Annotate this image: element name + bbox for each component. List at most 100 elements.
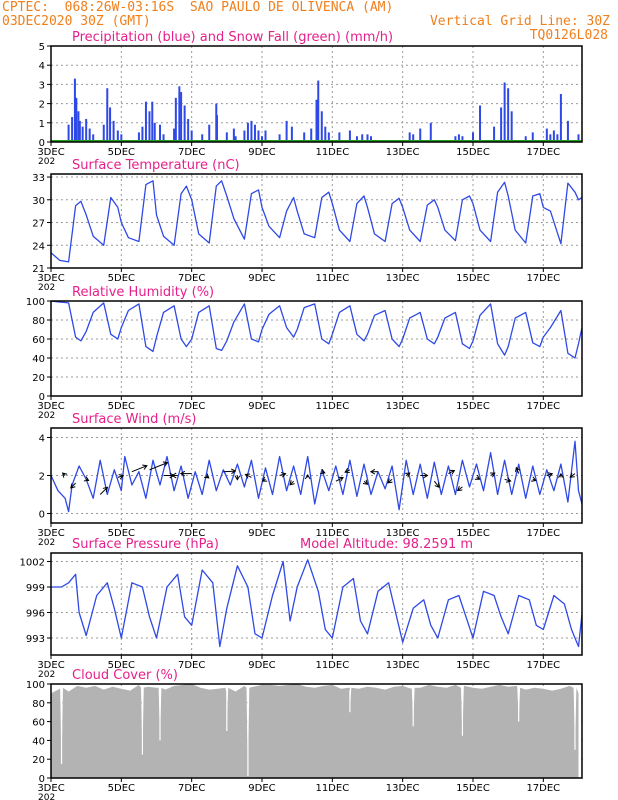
- precipitation-bar: [566, 120, 569, 142]
- humidity-xtick-label: 7DEC: [178, 401, 205, 412]
- wind-xtick-label: 13DEC: [386, 528, 420, 539]
- wind-vector-head: [234, 475, 241, 481]
- temperature-xtick-label: 3DEC: [37, 273, 64, 284]
- humidity-ytick-label: 60: [32, 335, 45, 346]
- temperature-line: [51, 180, 582, 263]
- precipitation-bar: [361, 134, 364, 142]
- precipitation-bar: [85, 118, 88, 142]
- cloud-cover-ytick-label: 20: [32, 755, 45, 766]
- wind-vector-shaft: [448, 470, 455, 475]
- header-code: TQ0126L028: [529, 28, 608, 43]
- wind-vector-head: [558, 472, 564, 479]
- temperature-ytick-label: 21: [32, 264, 45, 275]
- wind-vector: [61, 472, 68, 478]
- wind-vector: [420, 472, 429, 479]
- wind-xtick-label: 5DEC: [108, 528, 135, 539]
- wind-vector-head: [171, 472, 177, 479]
- wind-vector-head: [423, 472, 429, 479]
- precipitation-ytick-label: 0: [39, 138, 45, 149]
- precipitation-bar: [151, 101, 154, 142]
- wind-vector: [204, 473, 210, 479]
- wind-vector: [369, 468, 379, 475]
- wind-vector: [474, 474, 481, 480]
- wind-title: Surface Wind (m/s): [72, 412, 196, 427]
- humidity-chart: 0 20 40 60 80 100 3DEC 5DEC 7DEC 9DEC 11DEC 13DEC 15…: [26, 285, 583, 421]
- precipitation-ytick-label: 1: [39, 119, 45, 130]
- pressure-annotation: Model Altitude: 98.2591 m: [300, 537, 473, 552]
- wind-vector-head: [449, 469, 456, 475]
- humidity-ytick-label: 20: [32, 373, 45, 384]
- precipitation-bar: [144, 101, 147, 142]
- temperature-xtick-label: 17DEC: [526, 273, 560, 284]
- pressure-ytick-label: 999: [26, 583, 45, 594]
- precipitation-bar: [187, 118, 190, 142]
- wind-plot-area: [51, 440, 582, 513]
- cloud-cover-ytick-label: 60: [32, 718, 45, 729]
- cloud-cover-ytick-label: 0: [39, 774, 45, 785]
- precipitation-bar: [67, 124, 70, 142]
- precipitation-bar: [174, 97, 177, 142]
- wind-xtick-label: 17DEC: [526, 528, 560, 539]
- precipitation-bar: [355, 136, 358, 142]
- precipitation-bar: [549, 134, 552, 142]
- wind-vector-head: [320, 468, 326, 475]
- cloud-cover-ytick-label: 80: [32, 699, 45, 710]
- precipitation-bar: [324, 126, 327, 142]
- wind-vector: [344, 467, 351, 474]
- cloud-cover-plot-area: [51, 684, 579, 778]
- wind-vector-head: [338, 476, 344, 482]
- precipitation-bar: [510, 111, 513, 142]
- pressure-xtick-label: 13DEC: [386, 660, 420, 671]
- pressure-xtick-label: 9DEC: [248, 660, 275, 671]
- humidity-ytick-label: 100: [26, 297, 45, 308]
- precipitation-ytick-label: 3: [39, 80, 45, 91]
- wind-vector-shaft: [149, 462, 168, 471]
- wind-vector: [289, 480, 295, 486]
- precipitation-bar: [116, 130, 119, 142]
- precipitation-year-label: 202: [38, 157, 55, 167]
- precipitation-bar: [178, 86, 181, 142]
- cloud-cover-year-label: 202: [38, 793, 55, 800]
- precipitation-bar: [78, 120, 81, 142]
- precipitation-xtick-label: 15DEC: [456, 147, 490, 158]
- precipitation-bar: [531, 132, 534, 142]
- precipitation-bar: [366, 134, 369, 142]
- wind-vector: [558, 472, 564, 479]
- precipitation-bar: [310, 128, 313, 142]
- wind-vector-head: [179, 470, 186, 477]
- precipitation-bar: [106, 88, 109, 142]
- humidity-xtick-label: 13DEC: [386, 401, 420, 412]
- humidity-title: Relative Humidity (%): [72, 285, 214, 300]
- pressure-title: Surface Pressure (hPa): [72, 537, 219, 552]
- wind-vector: [531, 476, 537, 482]
- wind-line: [51, 440, 582, 513]
- precipitation-bar: [73, 78, 76, 142]
- wind-vector: [456, 485, 463, 492]
- wind-vector-head: [505, 477, 512, 483]
- wind-vector: [117, 474, 125, 480]
- precipitation-bar: [109, 107, 112, 142]
- humidity-xtick-label: 15DEC: [456, 401, 490, 412]
- precipitation-bar: [92, 134, 95, 142]
- wind-vector-head: [369, 468, 376, 475]
- precipitation-bar: [81, 126, 84, 142]
- precipitation-bar: [577, 134, 580, 142]
- pressure-line: [51, 559, 582, 648]
- wind-vector: [99, 486, 109, 495]
- wind-vector-head: [280, 472, 287, 478]
- temperature-ytick-label: 27: [32, 219, 45, 230]
- wind-vector: [405, 472, 411, 478]
- temperature-xtick-label: 15DEC: [456, 273, 490, 284]
- wind-vector: [179, 470, 192, 477]
- precipitation-bar: [208, 124, 211, 142]
- precipitation-bar: [71, 117, 74, 142]
- pressure-frame: [50, 552, 583, 656]
- wind-vector: [569, 472, 576, 478]
- precipitation-xtick-label: 9DEC: [248, 147, 275, 158]
- precipitation-bar: [190, 130, 193, 142]
- pressure-ytick-label: 996: [26, 609, 45, 620]
- cloud-cover-chart: 0 20 40 60 80 100 3DEC 5DEC 7DEC 9DEC 11DEC 13DEC 15…: [26, 668, 583, 800]
- precipitation-ytick-label: 5: [39, 42, 45, 53]
- humidity-xtick-label: 11DEC: [315, 401, 349, 412]
- precipitation-xtick-label: 11DEC: [315, 147, 349, 158]
